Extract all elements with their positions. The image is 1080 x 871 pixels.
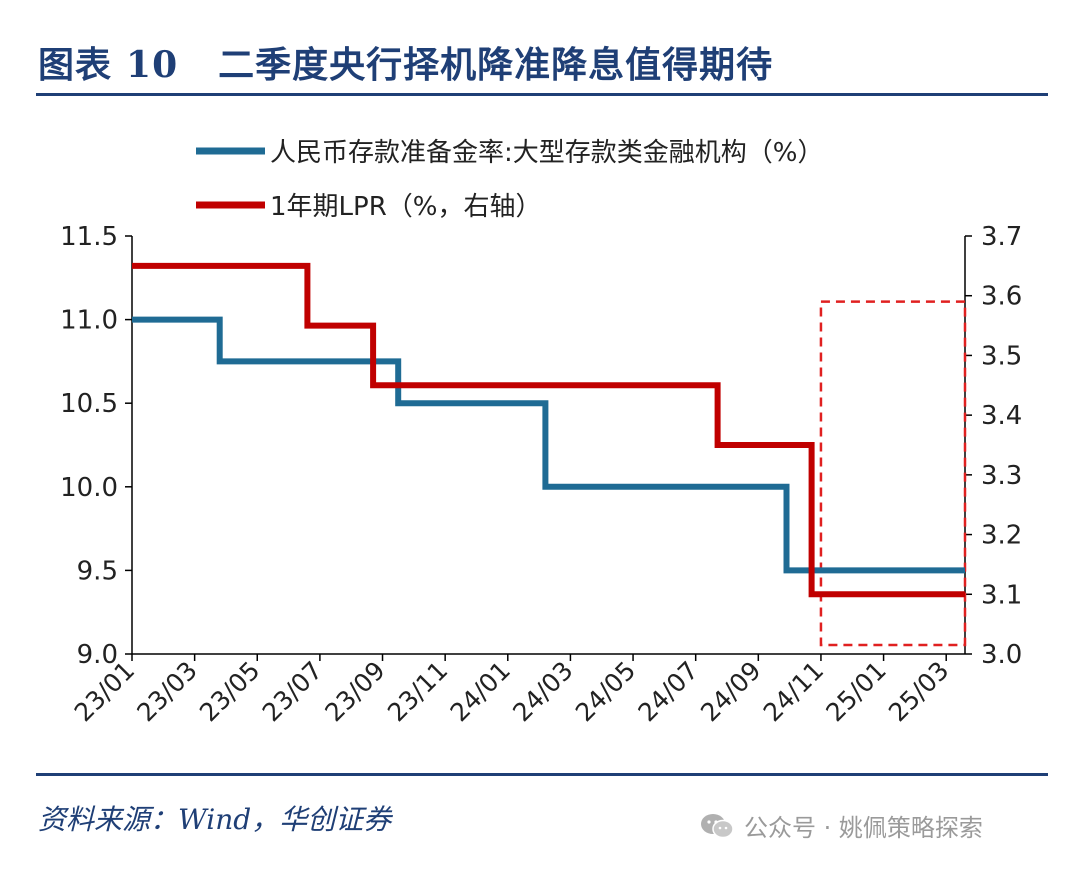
left-axis-tick-label: 10.0 [60, 473, 118, 503]
right-axis-tick-label: 3.0 [981, 640, 1022, 670]
left-axis-tick-label: 10.5 [60, 389, 118, 419]
top-divider [36, 93, 1048, 96]
legend-label: 人民币存款准备金率:大型存款类金融机构（%） [270, 138, 823, 168]
x-axis-tick-label: 24/09 [695, 656, 766, 727]
highlight-box [819, 300, 967, 647]
left-axis-tick-label: 9.0 [77, 640, 118, 670]
left-axis-tick-label: 11.5 [60, 222, 118, 252]
x-axis-tick-label: 24/11 [758, 656, 829, 727]
right-axis-tick-label: 3.3 [981, 461, 1022, 491]
figure-heading: 二季度央行择机降准降息值得期待 [218, 44, 774, 86]
left-axis-tick-label: 9.5 [77, 556, 118, 586]
bottom-divider [36, 773, 1048, 776]
x-axis-tick-label: 23/05 [194, 656, 265, 727]
right-axis-tick-label: 3.6 [981, 282, 1022, 312]
watermark: 公众号 · 姚佩策略探索 [700, 808, 983, 843]
rrr-series-line [132, 316, 965, 574]
x-axis-tick-label: 24/03 [507, 656, 578, 727]
x-axis-tick-label: 23/03 [131, 656, 202, 727]
x-axis-tick-label: 25/01 [820, 656, 891, 727]
right-axis-tick-label: 3.4 [981, 401, 1022, 431]
x-axis-tick-label: 23/07 [257, 656, 328, 727]
x-axis-tick-label: 24/01 [445, 656, 516, 727]
lpr-series-line [132, 262, 965, 598]
wechat-icon [701, 813, 734, 838]
figure-title: 图表 10 二季度央行择机降准降息值得期待 [38, 36, 773, 88]
source-note: 资料来源：Wind，华创证券 [38, 803, 392, 836]
x-axis-tick-label: 25/03 [883, 656, 954, 727]
x-axis-tick-label: 24/07 [632, 656, 703, 727]
right-axis-tick-label: 3.5 [981, 341, 1022, 371]
legend-label: 1年期LPR（%，右轴） [270, 192, 541, 222]
watermark-text: 公众号 · 姚佩策略探索 [744, 814, 983, 842]
right-axis-tick-label: 3.7 [981, 222, 1022, 252]
figure-label: 图表 [38, 44, 113, 86]
x-axis-tick-label: 24/05 [570, 656, 641, 727]
figure-number: 10 [126, 44, 179, 86]
left-axis-tick-label: 11.0 [60, 306, 118, 336]
x-axis-tick-label: 23/09 [319, 656, 390, 727]
x-axis-tick-label: 23/11 [382, 656, 453, 727]
right-axis-tick-label: 3.1 [981, 580, 1022, 610]
right-axis-tick-label: 3.2 [981, 521, 1022, 551]
